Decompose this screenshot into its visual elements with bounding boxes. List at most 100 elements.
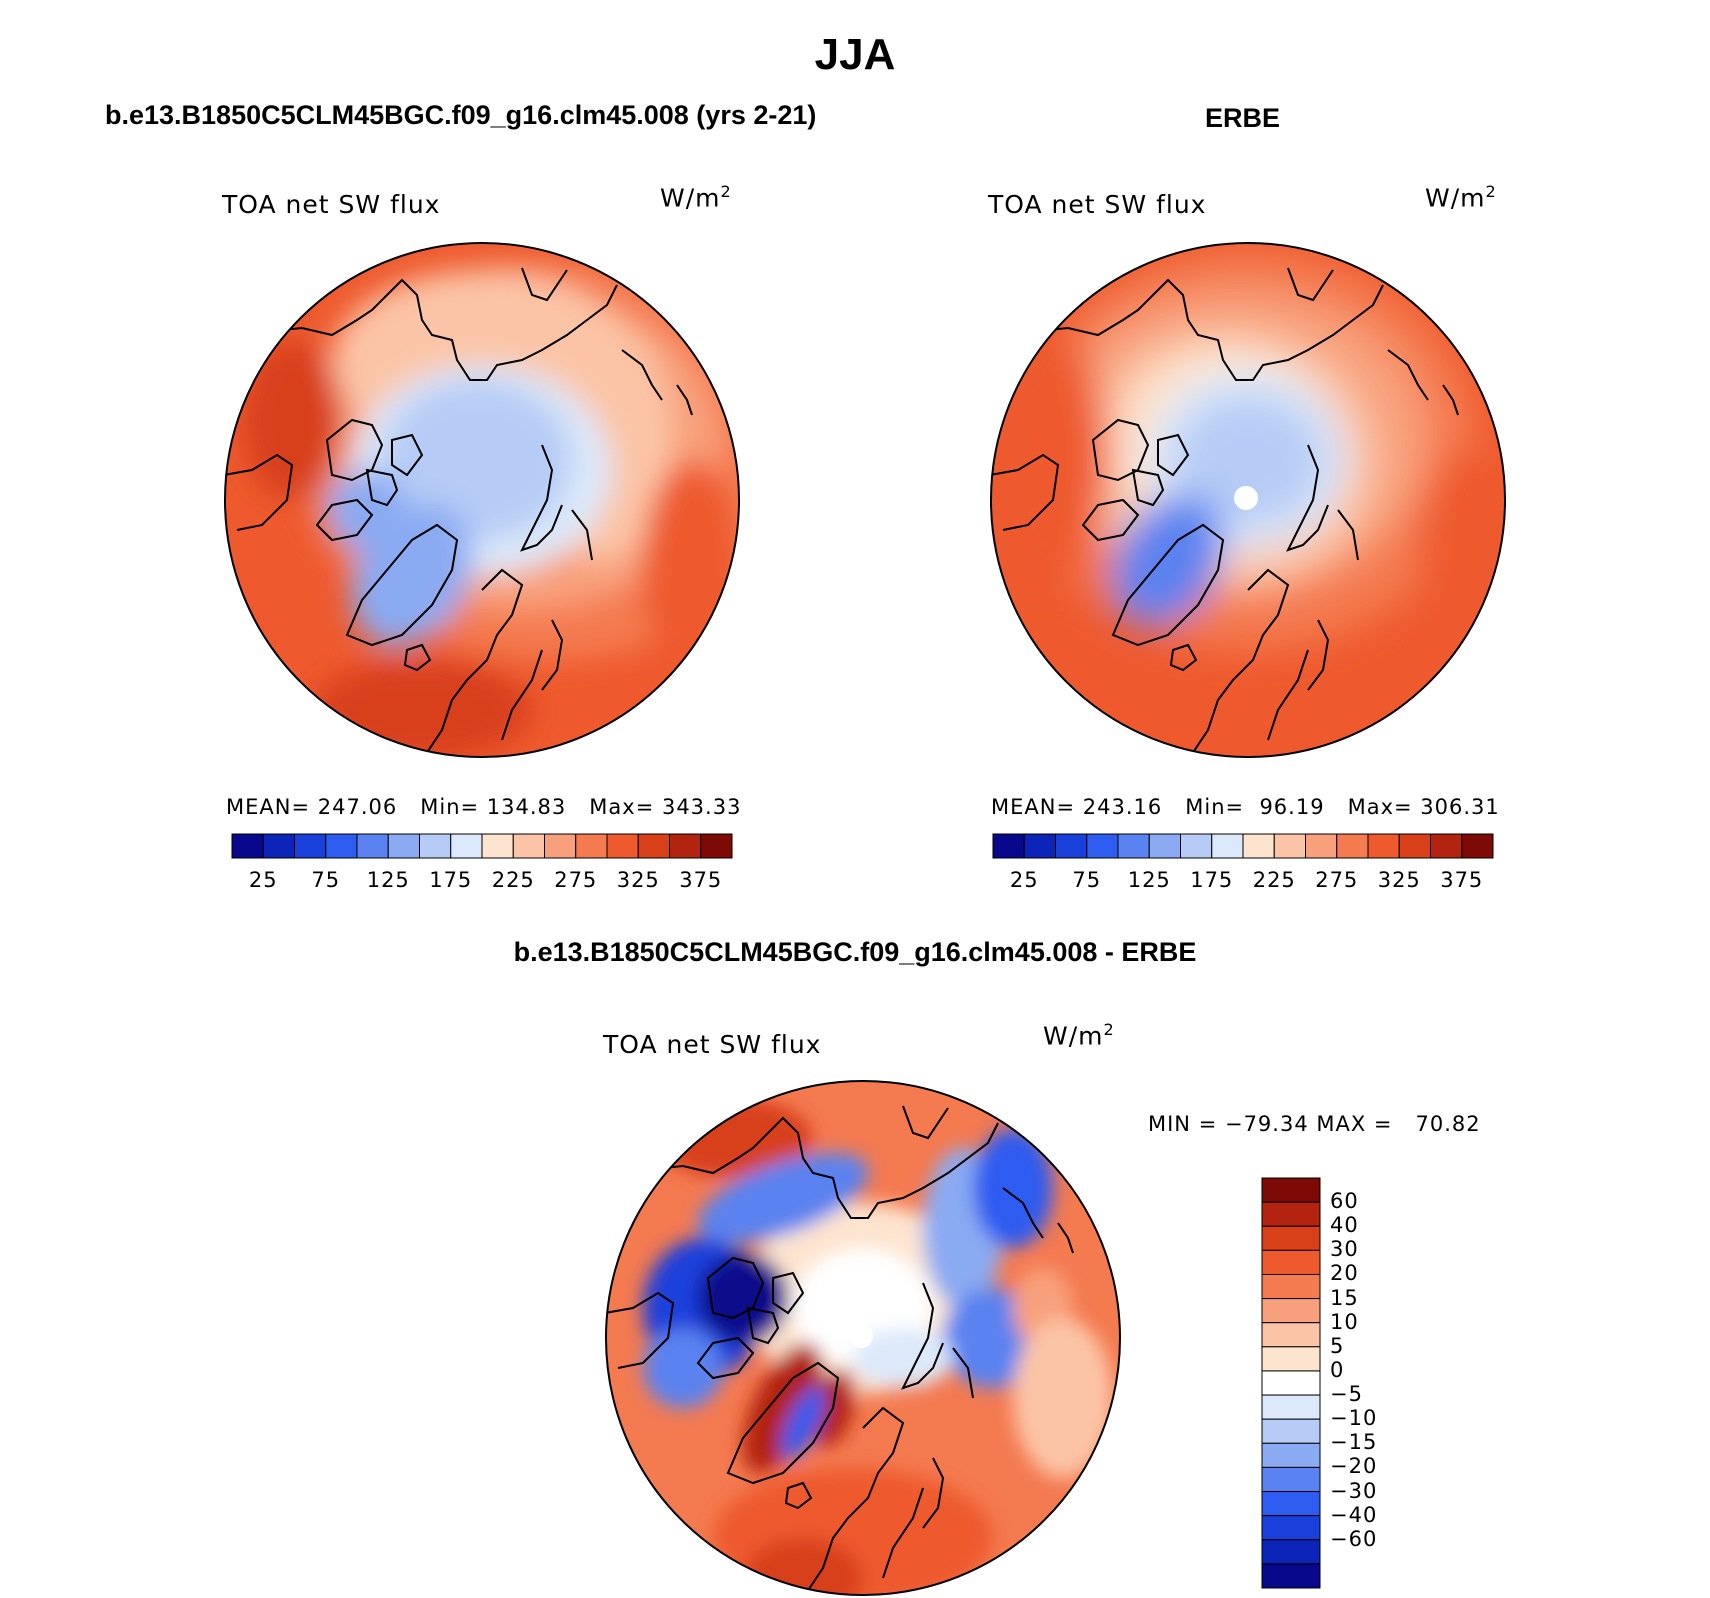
colorbar-swatch [1180,833,1213,859]
obs-stats: MEAN= 243.16 Min= 96.19 Max= 306.31 [991,795,1500,819]
colorbar-level-label: −15 [1330,1430,1378,1455]
diff-polar-map [605,1080,1121,1596]
diff-panel-label: TOA net SW flux [603,1030,822,1059]
colorbar-swatch [575,833,608,859]
model-subtitle: b.e13.B1850C5CLM45BGC.f09_g16.clm45.008 … [105,100,817,130]
colorbar-tick-label: 225 [491,868,535,892]
colorbar-swatch [1261,1370,1321,1396]
colorbar-swatch [1148,833,1181,859]
obs-subtitle: ERBE [1205,103,1281,133]
colorbar-level-label: 30 [1330,1237,1359,1262]
colorbar-swatch [1261,1249,1321,1275]
colorbar-swatch [700,833,733,859]
colorbar-swatch [1261,1201,1321,1227]
colorbar-level-label: −20 [1330,1454,1378,1479]
colorbar-tick-label: 325 [616,868,660,892]
colorbar-swatch [1023,833,1056,859]
colorbar-tick-label: 75 [311,868,341,892]
colorbar-level-label: 10 [1330,1309,1359,1334]
colorbar-swatch [1117,833,1150,859]
colorbar-swatch [544,833,577,859]
colorbar-swatch [1211,833,1244,859]
obs-colorbar [992,833,1494,859]
colorbar-level-label: −60 [1330,1526,1378,1551]
colorbar-swatch [481,833,514,859]
colorbar-tick-label: 175 [1190,868,1234,892]
model-units: W/m2 [660,182,732,213]
model-polar-map [224,242,740,758]
model-stats: MEAN= 247.06 Min= 134.83 Max= 343.33 [226,795,742,819]
model-colorbar-ticks: 25 75 125 175 225 275 325 375 [232,868,732,894]
diff-subtitle: b.e13.B1850C5CLM45BGC.f09_g16.clm45.008 … [513,937,1197,967]
colorbar-level-label: 15 [1330,1285,1359,1310]
colorbar-tick-label: 25 [1009,868,1039,892]
colorbar-swatch [1261,1442,1321,1468]
obs-colorbar-ticks: 25 75 125 175 225 275 325 375 [993,868,1493,894]
obs-polar-map [990,242,1506,758]
model-panel-label: TOA net SW flux [222,190,441,219]
colorbar-swatch [512,833,545,859]
colorbar-level-label: 60 [1330,1189,1359,1214]
obs-map-boundary [990,242,1506,758]
model-colorbar [231,833,733,859]
colorbar-tick-label: 325 [1377,868,1421,892]
colorbar-level-label: 0 [1330,1357,1345,1382]
obs-missing-pole-marker [1234,486,1258,510]
colorbar-swatch [1055,833,1088,859]
colorbar-tick-label: 275 [1315,868,1359,892]
colorbar-swatch [1261,1418,1321,1444]
colorbar-swatch [231,833,264,859]
colorbar-swatch [1261,1539,1321,1565]
colorbar-swatch [1461,833,1494,859]
colorbar-swatch [1305,833,1338,859]
colorbar-swatch [992,833,1025,859]
diff-stats: MIN = −79.34 MAX = 70.82 [1148,1112,1481,1136]
colorbar-swatch [1336,833,1369,859]
colorbar-swatch [606,833,639,859]
colorbar-swatch [1261,1177,1321,1203]
colorbar-tick-label: 125 [366,868,410,892]
colorbar-tick-label: 125 [1127,868,1171,892]
colorbar-tick-label: 375 [679,868,723,892]
colorbar-swatch [356,833,389,859]
model-map-boundary [224,242,740,758]
colorbar-level-label: 20 [1330,1261,1359,1286]
colorbar-swatch [1261,1394,1321,1420]
colorbar-level-label: −5 [1330,1382,1363,1407]
colorbar-swatch [1273,833,1306,859]
figure-title: JJA [814,30,896,79]
colorbar-swatch [669,833,702,859]
colorbar-swatch [1261,1466,1321,1493]
colorbar-swatch [1261,1298,1321,1324]
colorbar-swatch [1367,833,1400,859]
colorbar-swatch [1261,1491,1321,1517]
colorbar-level-label: −30 [1330,1478,1378,1503]
colorbar-tick-label: 225 [1252,868,1296,892]
diff-colorbar-labels: 60 40 30 20 15 10 5 0 −5 −10 −15 −20 −30 −40 −60 [1330,1178,1450,1588]
colorbar-tick-label: 175 [429,868,473,892]
colorbar-tick-label: 75 [1072,868,1102,892]
colorbar-level-label: 5 [1330,1333,1345,1358]
colorbar-swatch [387,833,420,859]
colorbar-swatch [1261,1563,1321,1589]
colorbar-swatch [637,833,670,859]
colorbar-swatch [1430,833,1463,859]
colorbar-tick-label: 275 [554,868,598,892]
colorbar-tick-label: 25 [248,868,278,892]
colorbar-swatch [450,833,483,859]
colorbar-swatch [1242,833,1275,859]
colorbar-swatch [1261,1515,1321,1541]
diff-colorbar [1261,1177,1321,1589]
colorbar-swatch [294,833,327,859]
colorbar-tick-label: 375 [1440,868,1484,892]
colorbar-swatch [1086,833,1119,859]
colorbar-level-label: −10 [1330,1406,1378,1431]
colorbar-swatch [1261,1322,1321,1348]
colorbar-swatch [1261,1273,1321,1300]
diff-units: W/m2 [1043,1020,1115,1051]
colorbar-level-label: −40 [1330,1502,1378,1527]
diff-missing-pole-marker [849,1324,873,1348]
colorbar-swatch [1398,833,1431,859]
colorbar-swatch [1261,1225,1321,1251]
obs-panel-label: TOA net SW flux [988,190,1207,219]
